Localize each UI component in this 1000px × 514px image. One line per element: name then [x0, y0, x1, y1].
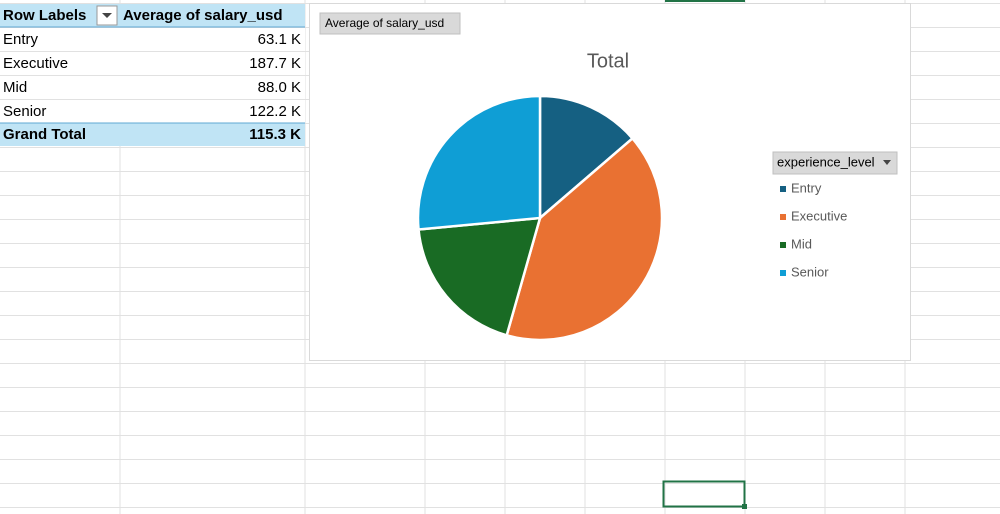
legend-swatch [780, 186, 786, 192]
row-label: Mid [3, 79, 27, 96]
row-label: Executive [3, 55, 68, 72]
row-bg [0, 28, 305, 51]
row-bg [0, 52, 305, 75]
row-bg [0, 76, 305, 99]
row-value: 88.0 K [258, 79, 301, 96]
pie-slice [416, 94, 542, 231]
field-button[interactable] [319, 12, 461, 35]
pie-slice [505, 136, 664, 342]
row-value: 63.1 K [258, 31, 301, 48]
total-value: 115.3 K [249, 126, 301, 143]
filter-arrow [883, 160, 891, 165]
header-cell: Average of salary_usd [123, 7, 283, 24]
selected-cell[interactable] [662, 480, 746, 508]
header-cell: Row Labels [3, 7, 86, 24]
row-value: 187.7 K [249, 55, 301, 72]
pie-slice [538, 94, 635, 221]
chart-title: Total [587, 50, 629, 72]
pie-slice [417, 216, 542, 337]
row-bg [0, 100, 305, 123]
field-button-label: Average of salary_usd [325, 16, 444, 30]
legend-swatch [780, 242, 786, 248]
row-value: 122.2 K [249, 103, 301, 120]
legend-label: Senior [791, 264, 829, 279]
row-label: Senior [3, 103, 46, 120]
legend-swatch [780, 214, 786, 220]
legend-title: experience_level [777, 154, 875, 169]
fill-handle[interactable] [742, 504, 747, 509]
legend-field-button[interactable] [772, 151, 898, 175]
header-row [0, 4, 305, 27]
legend-label: Entry [791, 180, 822, 195]
total-row [0, 123, 305, 146]
row-label: Entry [3, 31, 39, 48]
legend-swatch [780, 270, 786, 276]
filter-arrow [102, 13, 112, 18]
legend-label: Mid [791, 236, 812, 251]
legend-label: Executive [791, 208, 847, 223]
total-label: Grand Total [3, 126, 86, 143]
